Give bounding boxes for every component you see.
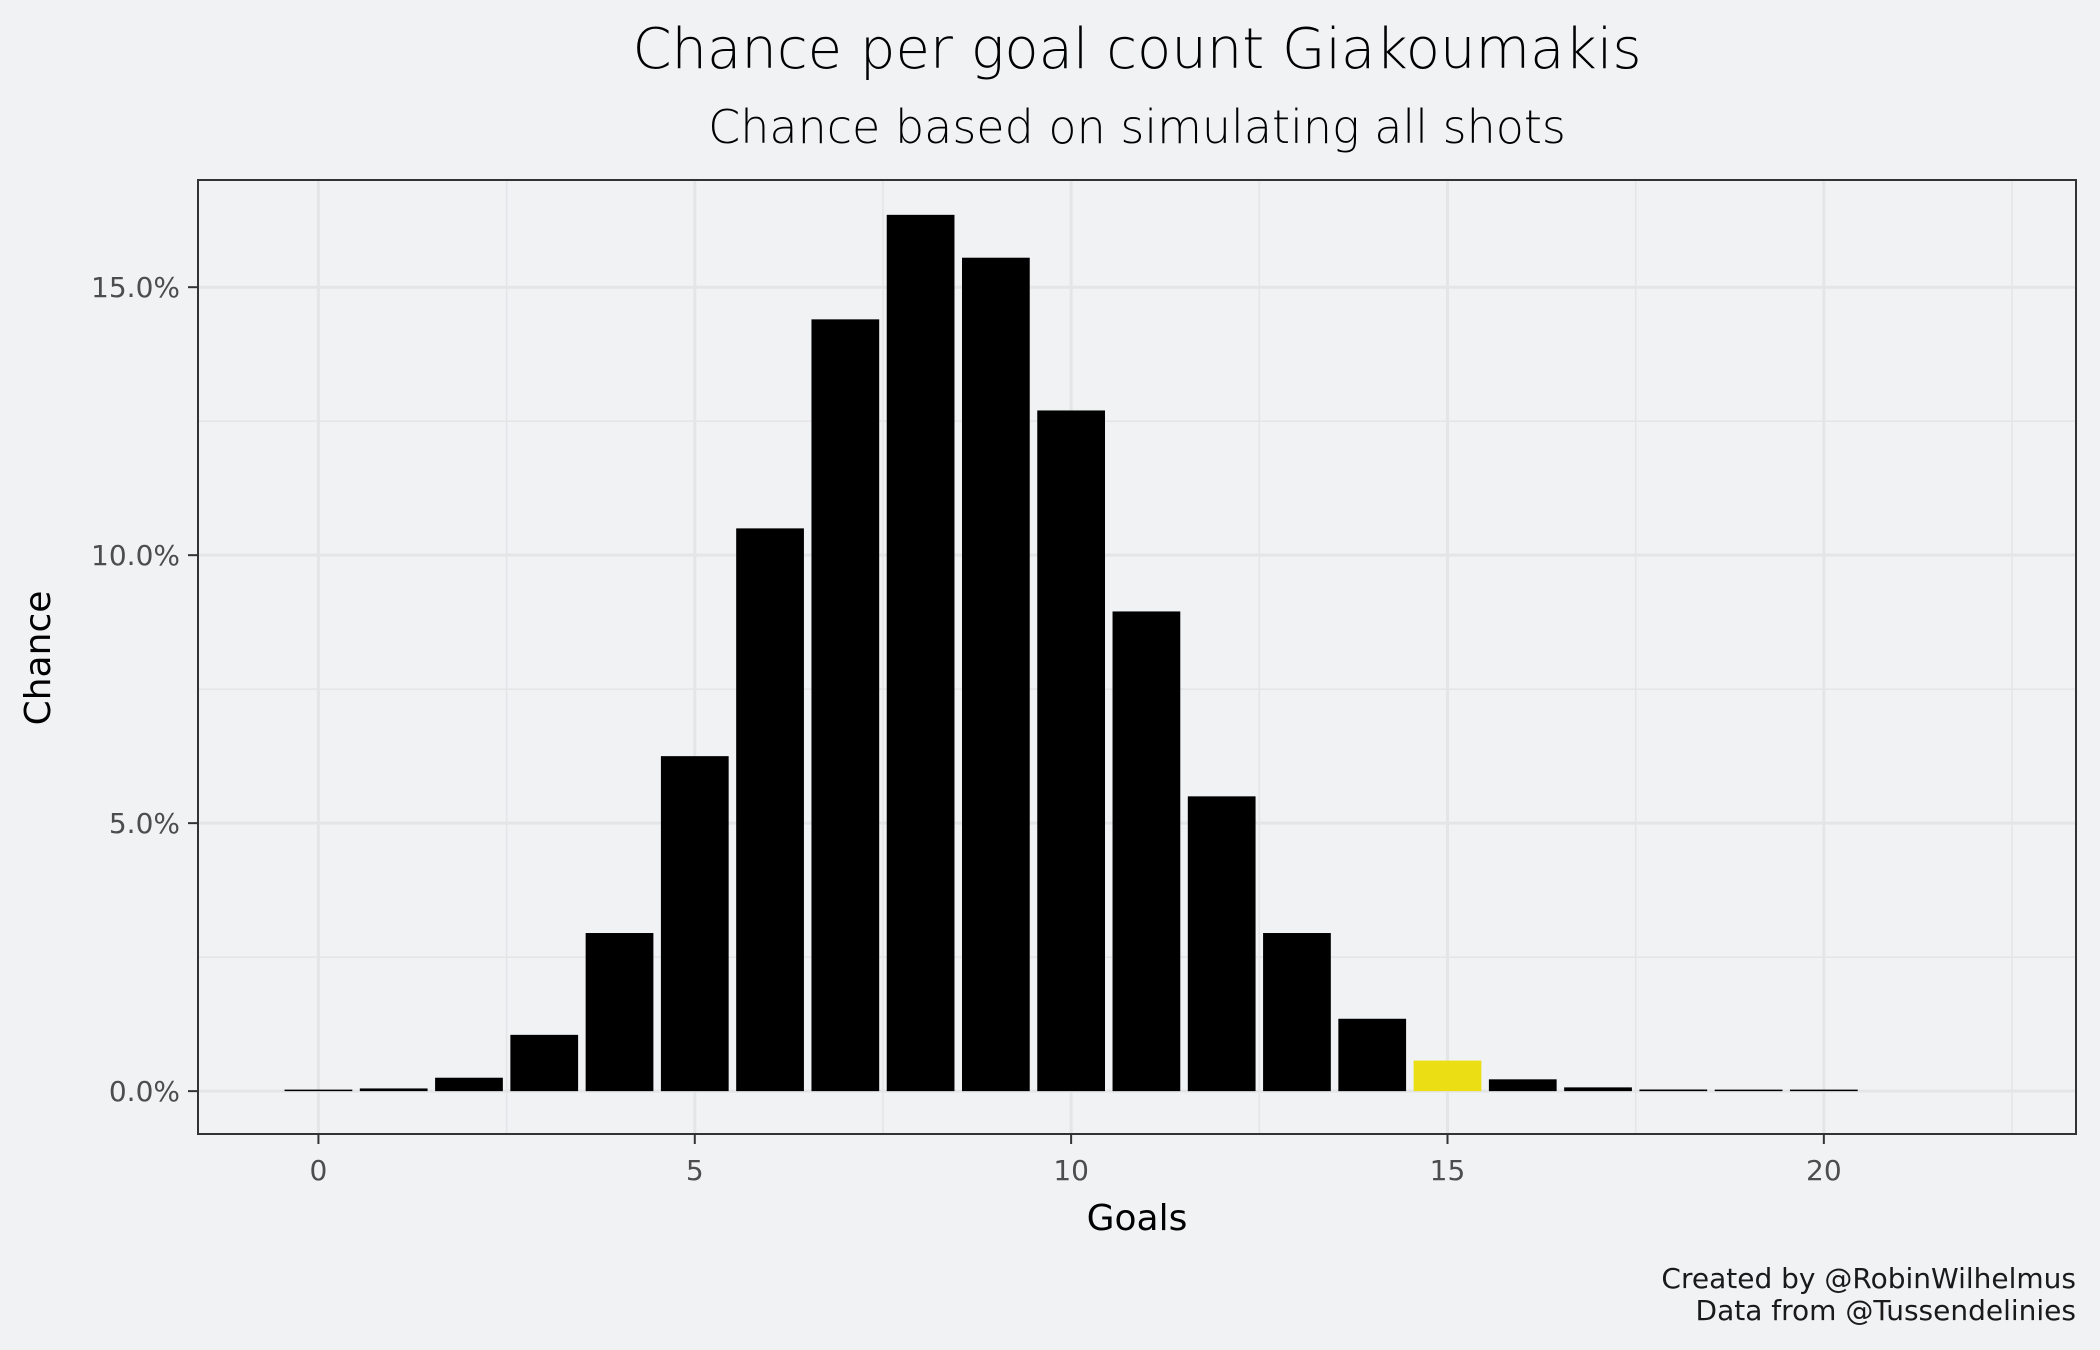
- bar-goals-16: [1488, 1079, 1557, 1092]
- bar-goals-6: [736, 528, 804, 1092]
- bar-goals-19: [1714, 1089, 1783, 1092]
- x-tick-label: 20: [1806, 1154, 1842, 1187]
- bar-goals-4: [585, 933, 654, 1092]
- y-axis-title: Chance: [18, 591, 59, 726]
- bar-goals-14: [1338, 1018, 1407, 1092]
- y-axis-ticks: 0.0% 5.0% 10.0% 15.0%: [91, 271, 198, 1108]
- y-tick-label: 15.0%: [91, 271, 180, 304]
- bar-goals-8: [886, 214, 955, 1092]
- x-tick-label: 0: [310, 1154, 328, 1187]
- bar-goals-20: [1789, 1089, 1858, 1092]
- x-tick-label: 10: [1053, 1154, 1089, 1187]
- y-tick-label: 10.0%: [91, 539, 180, 572]
- y-tick-label: 0.0%: [109, 1075, 180, 1108]
- caption-credit: Created by @RobinWilhelmus: [1661, 1262, 2076, 1295]
- bar-goals-12: [1187, 796, 1256, 1092]
- bar-goals-2: [435, 1077, 503, 1092]
- bar-goals-13: [1263, 933, 1331, 1092]
- y-tick-label: 5.0%: [109, 807, 180, 840]
- bar-goals-0: [284, 1089, 353, 1092]
- plot-panel-border: [197, 179, 2077, 1135]
- bars: [284, 214, 1858, 1092]
- bar-goals-3: [510, 1034, 579, 1092]
- bar-goals-1: [359, 1088, 428, 1092]
- bar-goals-9: [961, 257, 1030, 1092]
- x-tick-label: 5: [686, 1154, 704, 1187]
- bar-goals-7: [811, 319, 880, 1092]
- bar-goals-5: [660, 756, 729, 1092]
- bar-goals-18: [1639, 1089, 1708, 1092]
- bar-goals-10: [1037, 410, 1106, 1092]
- bar-goals-17: [1564, 1087, 1632, 1092]
- x-axis-ticks: 0 5 10 15 20: [310, 1134, 1842, 1187]
- chart-title: Chance per goal count Giakoumakis: [632, 17, 1641, 82]
- x-tick-label: 15: [1430, 1154, 1466, 1187]
- chart-subtitle: Chance based on simulating all shots: [708, 100, 1566, 154]
- caption-source: Data from @Tussendelinies: [1696, 1294, 2076, 1327]
- bar-goals-15: [1413, 1060, 1482, 1092]
- bar-goals-11: [1112, 611, 1181, 1092]
- x-axis-title: Goals: [1087, 1198, 1188, 1239]
